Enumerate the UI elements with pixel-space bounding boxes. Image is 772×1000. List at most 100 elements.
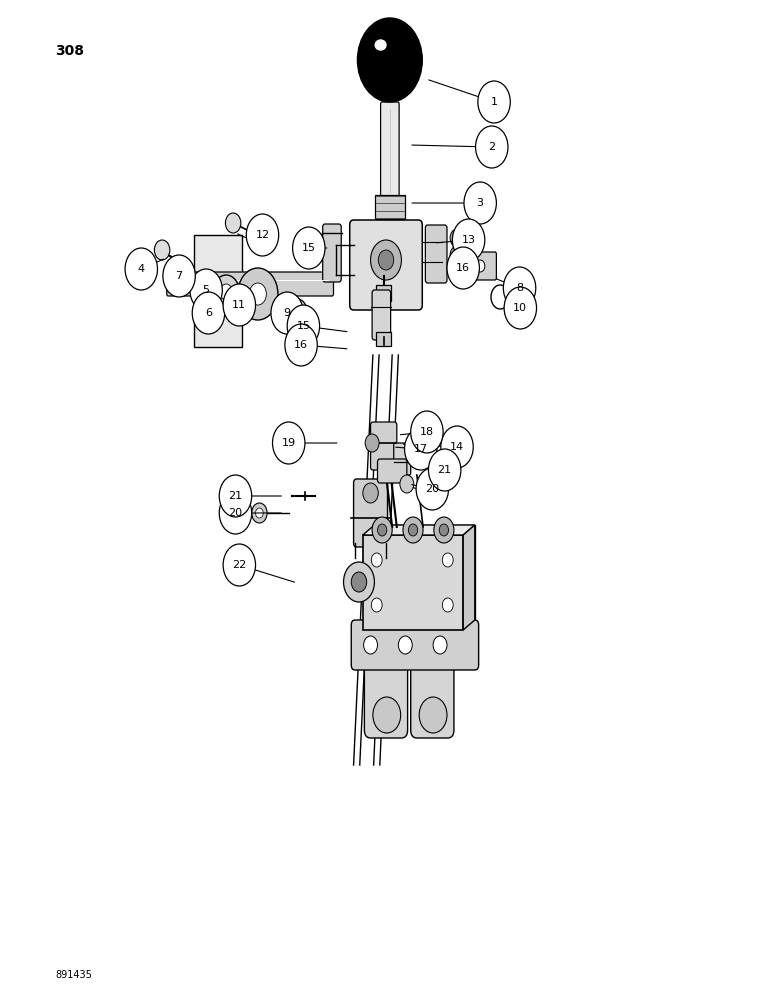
Text: 891435: 891435 [56,970,93,980]
Circle shape [378,524,387,536]
Text: 10: 10 [513,303,527,313]
FancyBboxPatch shape [425,225,447,283]
Circle shape [408,524,418,536]
Circle shape [411,411,443,453]
Circle shape [224,293,245,321]
Text: 11: 11 [232,300,246,310]
Circle shape [202,295,210,305]
Text: 12: 12 [256,230,269,240]
Text: 4: 4 [137,264,145,274]
FancyBboxPatch shape [374,525,475,620]
Text: 17: 17 [414,444,428,454]
Polygon shape [363,525,475,535]
Circle shape [476,126,508,168]
FancyBboxPatch shape [371,422,397,470]
Circle shape [271,292,303,334]
Circle shape [371,553,382,567]
Circle shape [442,598,453,612]
Circle shape [293,227,325,269]
Circle shape [273,422,305,464]
FancyBboxPatch shape [381,102,399,199]
Circle shape [503,267,536,309]
Text: 3: 3 [476,198,484,208]
Circle shape [441,426,473,468]
Circle shape [287,305,320,347]
Circle shape [220,284,232,300]
Circle shape [192,292,225,334]
Circle shape [357,18,422,102]
FancyBboxPatch shape [394,443,411,475]
Circle shape [419,697,447,733]
Circle shape [442,553,453,567]
Circle shape [476,260,485,272]
Text: 20: 20 [229,508,242,518]
Text: 19: 19 [282,438,296,448]
Circle shape [450,246,464,264]
Circle shape [125,248,157,290]
Circle shape [223,284,256,326]
Text: 20: 20 [425,484,439,494]
Circle shape [351,572,367,592]
FancyBboxPatch shape [378,459,407,483]
Text: 7: 7 [175,271,183,281]
Circle shape [403,517,423,543]
Circle shape [365,434,379,452]
Circle shape [363,483,378,503]
Circle shape [219,492,252,534]
Circle shape [364,636,378,654]
Circle shape [405,428,437,470]
Circle shape [450,229,464,247]
Text: 22: 22 [232,560,246,570]
Circle shape [344,562,374,602]
Circle shape [285,324,317,366]
FancyBboxPatch shape [363,535,463,630]
Text: 15: 15 [296,321,310,331]
FancyBboxPatch shape [411,617,454,738]
Circle shape [371,240,401,280]
Text: 5: 5 [202,285,210,295]
Circle shape [230,301,239,313]
Circle shape [293,306,302,318]
Text: 16: 16 [294,340,308,350]
Circle shape [249,283,266,305]
Circle shape [400,475,414,493]
Text: 21: 21 [438,465,452,475]
Text: 308: 308 [56,44,85,58]
FancyBboxPatch shape [194,235,242,347]
Circle shape [256,508,263,518]
Text: 1: 1 [490,97,498,107]
FancyBboxPatch shape [323,224,341,282]
Circle shape [202,272,210,282]
Circle shape [225,213,241,233]
Circle shape [371,598,382,612]
FancyBboxPatch shape [167,272,334,296]
Circle shape [433,636,447,654]
FancyBboxPatch shape [372,290,391,340]
Circle shape [439,524,449,536]
Text: 9: 9 [283,308,291,318]
Circle shape [378,250,394,270]
Circle shape [416,468,449,510]
Circle shape [398,636,412,654]
FancyBboxPatch shape [472,252,496,280]
Circle shape [464,182,496,224]
Text: 18: 18 [420,427,434,437]
Circle shape [246,214,279,256]
Text: 6: 6 [205,308,212,318]
Text: 14: 14 [450,442,464,452]
Text: 21: 21 [229,491,242,501]
Circle shape [213,275,239,309]
FancyBboxPatch shape [376,285,391,301]
Circle shape [491,285,510,309]
FancyBboxPatch shape [376,332,391,346]
Text: 15: 15 [302,243,316,253]
Circle shape [428,449,461,491]
Circle shape [190,269,222,311]
Circle shape [163,255,195,297]
Circle shape [447,247,479,289]
Circle shape [373,697,401,733]
FancyBboxPatch shape [364,617,408,738]
Text: 16: 16 [456,263,470,273]
Circle shape [154,240,170,260]
Ellipse shape [494,293,506,301]
